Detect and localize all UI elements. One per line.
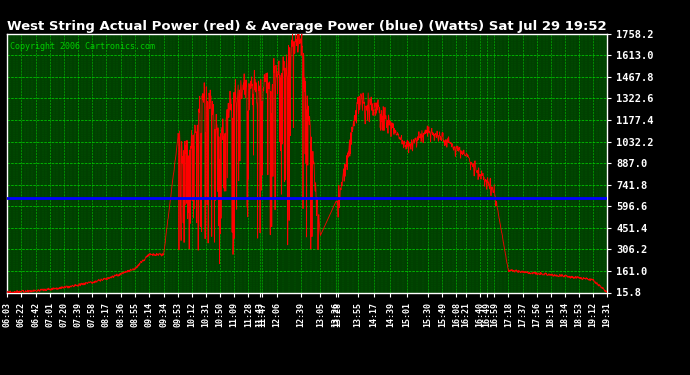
Text: Copyright 2006 Cartronics.com: Copyright 2006 Cartronics.com [10, 42, 155, 51]
Text: West String Actual Power (red) & Average Power (blue) (Watts) Sat Jul 29 19:52: West String Actual Power (red) & Average… [7, 20, 607, 33]
